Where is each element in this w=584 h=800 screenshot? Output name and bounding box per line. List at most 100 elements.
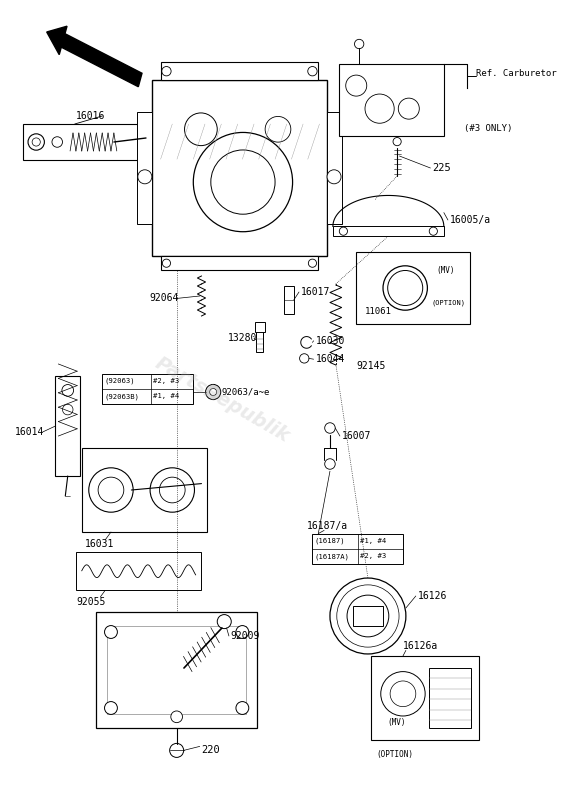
Ellipse shape — [325, 422, 335, 434]
Bar — [312, 534, 403, 564]
Bar — [371, 656, 479, 740]
Bar — [137, 112, 152, 224]
Text: (MV): (MV) — [436, 266, 454, 274]
Ellipse shape — [217, 614, 231, 629]
Ellipse shape — [339, 227, 347, 235]
Text: 16005/a: 16005/a — [450, 215, 491, 225]
Text: 16126: 16126 — [418, 591, 447, 601]
Ellipse shape — [169, 743, 183, 758]
Ellipse shape — [185, 113, 217, 146]
Text: (16187): (16187) — [314, 538, 345, 545]
Ellipse shape — [159, 477, 185, 503]
Text: 16126a: 16126a — [403, 642, 438, 651]
Ellipse shape — [325, 458, 335, 470]
Text: #2, #3: #2, #3 — [153, 378, 179, 384]
Bar — [55, 376, 80, 476]
Text: (OPTION): (OPTION) — [377, 750, 413, 759]
Bar — [96, 612, 257, 728]
Ellipse shape — [398, 98, 419, 119]
Ellipse shape — [236, 626, 249, 638]
Text: (OPTION): (OPTION) — [432, 299, 465, 306]
Ellipse shape — [300, 354, 309, 363]
Text: 92063/a~e: 92063/a~e — [222, 387, 270, 397]
Bar — [353, 606, 383, 626]
Ellipse shape — [105, 702, 117, 714]
Ellipse shape — [52, 137, 62, 147]
Ellipse shape — [28, 134, 44, 150]
Text: 16017: 16017 — [301, 287, 330, 297]
FancyArrow shape — [47, 26, 142, 86]
Ellipse shape — [206, 385, 221, 399]
Text: (#3 ONLY): (#3 ONLY) — [464, 123, 513, 133]
Bar — [327, 112, 342, 224]
Text: 16187/a: 16187/a — [307, 522, 347, 531]
Ellipse shape — [98, 477, 124, 503]
Ellipse shape — [193, 133, 293, 232]
Ellipse shape — [265, 117, 291, 142]
Text: 11061: 11061 — [365, 307, 392, 317]
Text: 92009: 92009 — [231, 631, 260, 641]
Ellipse shape — [138, 170, 152, 184]
Ellipse shape — [381, 672, 425, 716]
Text: 16016: 16016 — [76, 111, 105, 121]
Ellipse shape — [330, 578, 406, 654]
Text: #1, #4: #1, #4 — [153, 394, 179, 399]
Ellipse shape — [359, 606, 377, 626]
Text: (16187A): (16187A) — [314, 553, 349, 560]
Text: (MV): (MV) — [387, 718, 406, 727]
Text: PartsRepublik: PartsRepublik — [151, 354, 293, 446]
Text: 16031: 16031 — [85, 539, 114, 549]
Ellipse shape — [383, 266, 427, 310]
Ellipse shape — [347, 595, 389, 637]
Ellipse shape — [346, 75, 367, 96]
Ellipse shape — [365, 94, 394, 123]
Ellipse shape — [429, 227, 437, 235]
Bar — [284, 286, 294, 314]
Text: 13280: 13280 — [228, 334, 257, 343]
Text: (92063): (92063) — [105, 378, 135, 385]
Text: 92064: 92064 — [149, 294, 178, 303]
Ellipse shape — [337, 585, 399, 647]
Bar — [161, 62, 318, 80]
Ellipse shape — [105, 626, 117, 638]
Bar — [429, 668, 471, 728]
Ellipse shape — [171, 711, 182, 722]
Text: 92055: 92055 — [76, 597, 105, 606]
Text: 220: 220 — [201, 746, 220, 755]
Bar — [333, 226, 444, 236]
Bar — [23, 124, 152, 160]
Text: #1, #4: #1, #4 — [360, 538, 386, 544]
Ellipse shape — [89, 468, 133, 512]
Bar — [339, 64, 444, 136]
Ellipse shape — [62, 385, 74, 396]
Bar — [161, 256, 318, 270]
Text: Ref. Carburetor: Ref. Carburetor — [476, 69, 557, 78]
Text: 16014: 16014 — [15, 427, 44, 437]
Text: 16044: 16044 — [315, 354, 345, 364]
Text: 16030: 16030 — [315, 336, 345, 346]
Bar — [256, 328, 263, 352]
Ellipse shape — [354, 39, 364, 49]
Ellipse shape — [236, 702, 249, 714]
Bar — [76, 552, 201, 590]
Ellipse shape — [211, 150, 275, 214]
Text: (92063B): (92063B) — [105, 393, 140, 400]
Text: 225: 225 — [432, 163, 451, 173]
Bar — [255, 322, 265, 332]
Ellipse shape — [32, 138, 40, 146]
Ellipse shape — [390, 681, 416, 706]
Bar — [102, 374, 193, 404]
Bar — [107, 626, 246, 714]
Text: 92145: 92145 — [356, 362, 385, 371]
Bar — [152, 80, 327, 256]
Ellipse shape — [150, 468, 194, 512]
Ellipse shape — [327, 170, 341, 184]
Text: 16007: 16007 — [342, 431, 371, 441]
Bar — [82, 448, 207, 532]
Ellipse shape — [393, 138, 401, 146]
Ellipse shape — [388, 270, 423, 306]
Bar — [356, 252, 470, 324]
Ellipse shape — [62, 404, 73, 415]
Text: #2, #3: #2, #3 — [360, 554, 386, 559]
Ellipse shape — [210, 389, 217, 395]
